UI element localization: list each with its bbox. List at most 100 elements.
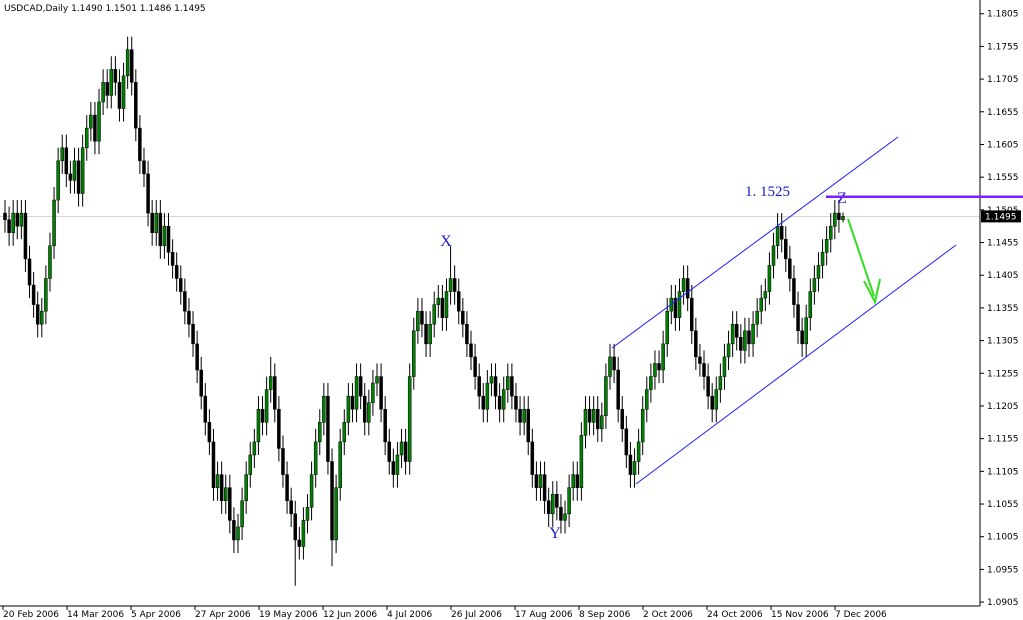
candle-body <box>215 474 220 488</box>
y-tick-label: 1.1005 <box>987 533 1019 543</box>
price-tag-label: 1.1495 <box>985 212 1017 222</box>
candle-body <box>542 474 547 502</box>
candle-body <box>775 225 780 247</box>
candle-body <box>718 376 723 390</box>
candle-body <box>677 291 682 318</box>
candle-body <box>710 395 714 410</box>
candle-body <box>19 212 24 227</box>
candle-body <box>387 441 392 462</box>
candle-body <box>702 363 706 377</box>
candle-body <box>591 408 596 423</box>
candle-body <box>134 82 138 129</box>
candle-body <box>514 395 518 410</box>
candle-body <box>150 212 154 233</box>
x-tick-label: 7 Dec 2006 <box>835 610 887 620</box>
candle-body <box>191 323 195 345</box>
candle-body <box>248 454 253 475</box>
candle-body <box>326 395 330 462</box>
x-tick-label: 8 Sep 2006 <box>579 610 631 620</box>
candle-body <box>571 474 575 488</box>
candle-body <box>183 291 187 312</box>
candle-body <box>305 507 310 521</box>
candle-body <box>440 297 445 318</box>
candle-body <box>15 212 20 227</box>
candle-body <box>767 265 772 292</box>
candle-body <box>465 323 469 345</box>
candle-body <box>260 408 265 423</box>
y-tick-label: 1.1205 <box>987 402 1019 412</box>
candle-body <box>714 389 719 410</box>
candle-body <box>146 173 150 214</box>
candle-body <box>362 395 367 423</box>
candle-body <box>628 454 633 475</box>
x-tick-label: 19 May 2006 <box>259 610 318 620</box>
candle-body <box>256 408 261 443</box>
candle-body <box>784 239 788 260</box>
candle-body <box>293 513 297 541</box>
candle-body <box>170 252 175 266</box>
candle-body <box>371 382 375 403</box>
candle-body <box>330 461 334 541</box>
candle-body <box>616 369 620 410</box>
y-tick-label: 1.1805 <box>987 10 1019 20</box>
candle-body <box>624 428 629 456</box>
candle-body <box>97 101 101 142</box>
candle-body <box>399 441 404 456</box>
candle-body <box>620 408 625 430</box>
y-tick-label: 1.1455 <box>987 239 1019 249</box>
x-tick-label: 5 Apr 2006 <box>131 610 181 620</box>
candle-body <box>837 212 841 220</box>
wave-label: X <box>440 233 452 250</box>
y-tick-label: 1.1255 <box>987 369 1019 379</box>
candle-body <box>11 212 15 233</box>
y-tick-label: 1.1355 <box>987 304 1019 314</box>
candle-body <box>657 363 661 371</box>
y-tick-label: 1.1605 <box>987 140 1019 150</box>
candle-body <box>636 441 641 462</box>
candle-body <box>375 376 379 384</box>
candle-body <box>40 310 44 325</box>
candle-body <box>219 474 224 502</box>
candle-body <box>80 147 85 194</box>
candle-body <box>125 49 130 77</box>
candle-body <box>816 265 821 279</box>
candle-body <box>195 343 199 371</box>
candle-body <box>526 408 530 443</box>
candle-body <box>309 474 314 508</box>
candle-body <box>101 82 105 103</box>
level-label: 1. 1525 <box>745 184 790 200</box>
candle-body <box>211 441 216 488</box>
candle-body <box>277 408 281 449</box>
candle-body <box>575 474 580 488</box>
candle-body <box>473 356 477 377</box>
candle-body <box>747 330 751 345</box>
candle-body <box>7 219 11 233</box>
y-tick-label: 1.1105 <box>987 467 1019 477</box>
candle-body <box>734 323 739 338</box>
candle-body <box>546 500 551 515</box>
candle-body <box>477 376 481 397</box>
x-tick-label: 20 Feb 2006 <box>3 610 59 620</box>
candle-body <box>407 376 412 462</box>
candle-body <box>555 493 559 508</box>
candle-body <box>771 245 776 266</box>
candle-body <box>506 376 510 390</box>
candle-body <box>281 448 285 475</box>
y-tick-label: 1.1655 <box>987 108 1019 118</box>
candle-body <box>89 114 93 129</box>
candle-body <box>379 376 383 410</box>
y-tick-label: 1.1305 <box>987 337 1019 347</box>
candle-body <box>338 441 342 488</box>
candle-body <box>779 225 784 240</box>
candle-body <box>833 212 837 227</box>
candle-body <box>681 278 686 292</box>
candle-body <box>673 297 678 318</box>
x-tick-label: 24 Oct 2006 <box>707 610 763 620</box>
candle-body <box>199 369 203 397</box>
candle-body <box>444 291 449 318</box>
candle-body <box>129 49 134 83</box>
channel-lower <box>635 244 957 485</box>
candle-body <box>690 297 694 332</box>
candle-body <box>755 310 759 325</box>
candle-body <box>469 343 473 358</box>
